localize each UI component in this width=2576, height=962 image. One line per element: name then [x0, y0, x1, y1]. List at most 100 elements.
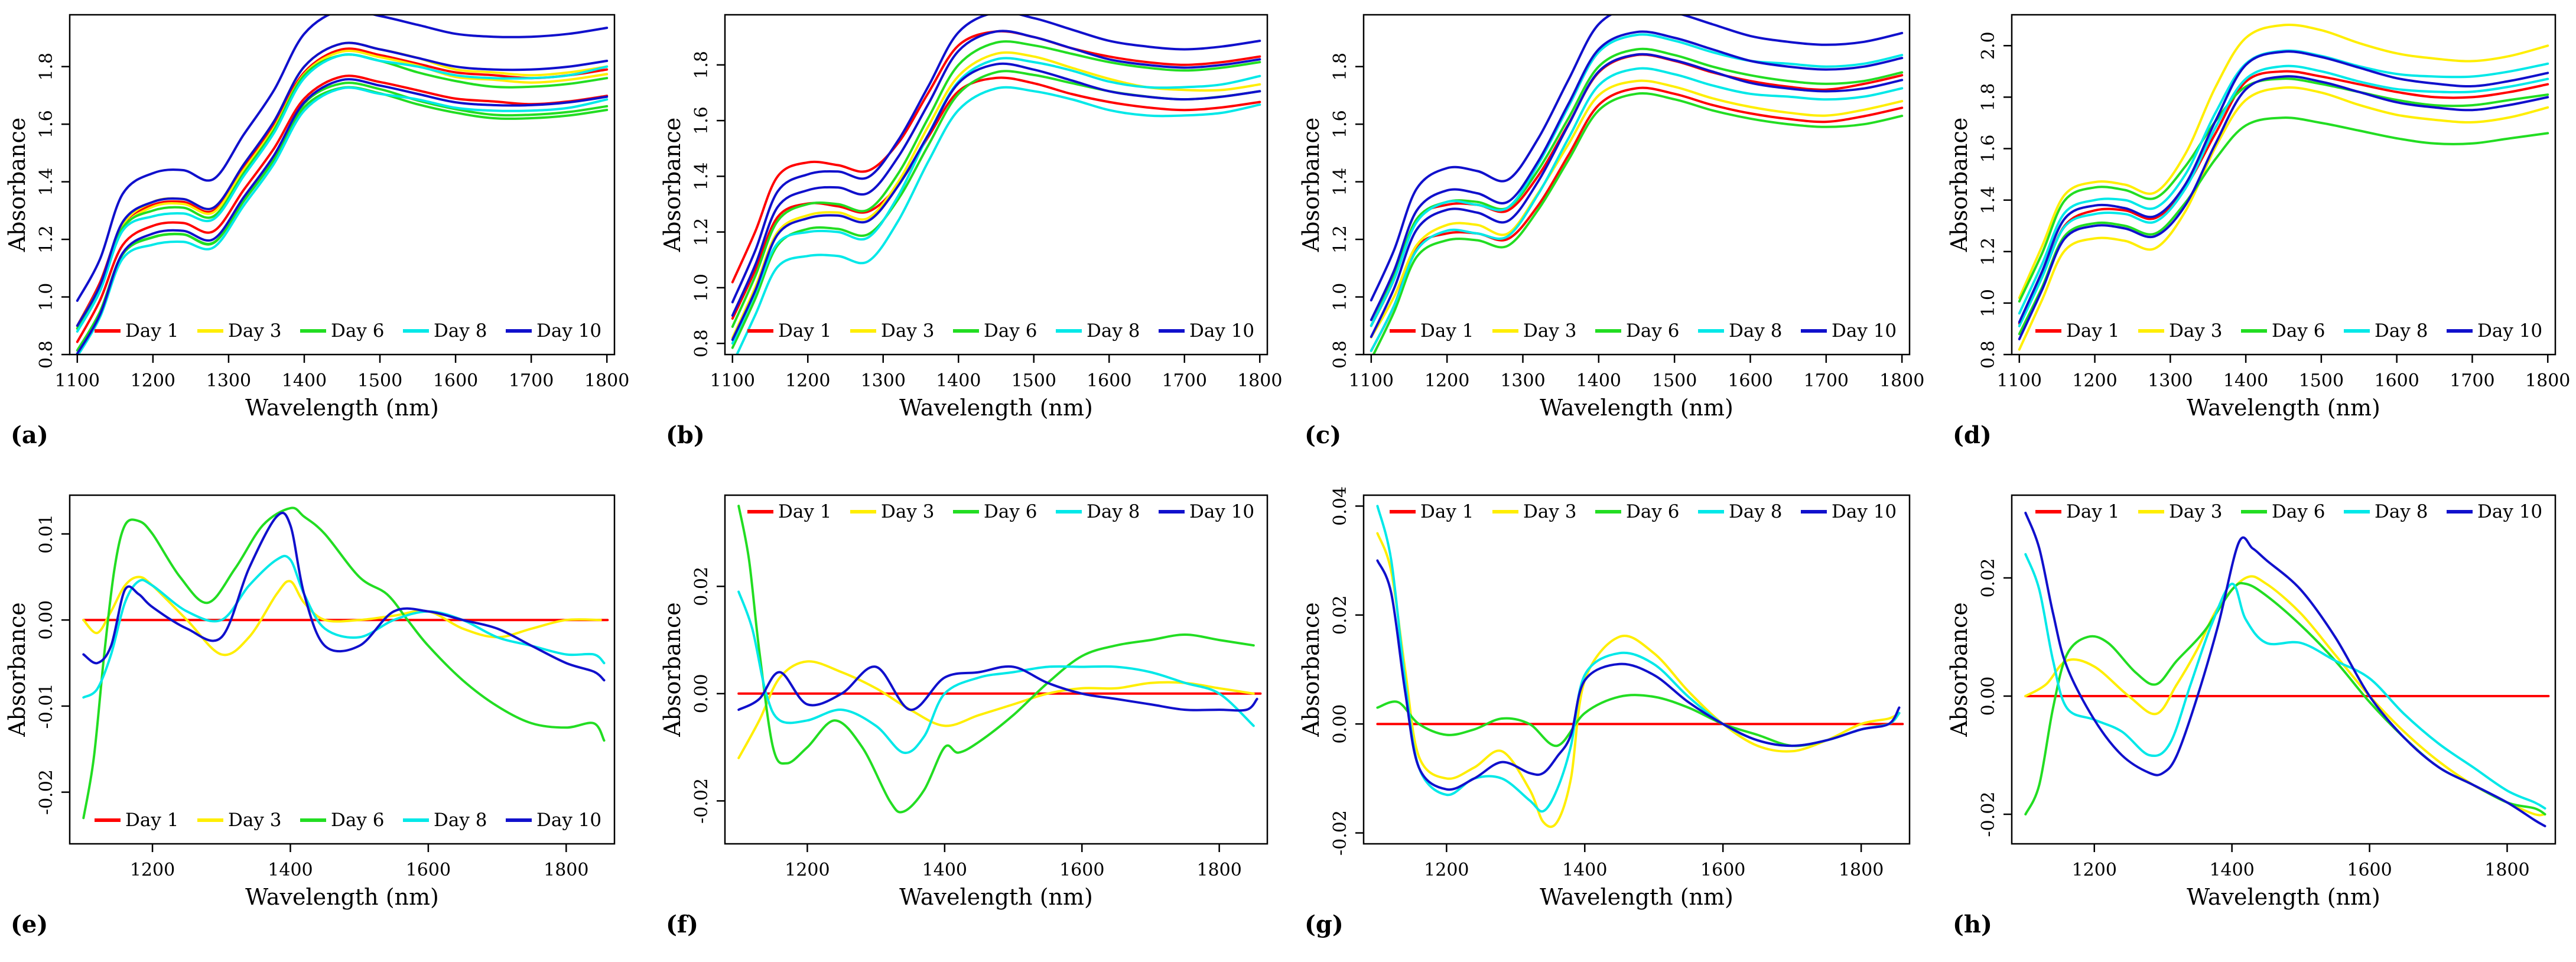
- panel-g: 1200 1400 1600 1800 -0.02 0.00 0.02 0.04 Wavelen…: [1298, 486, 1911, 938]
- panel-label: (h): [1953, 911, 1992, 938]
- y-axis-label: Absorbance: [4, 602, 30, 737]
- x-tick-label: 1300: [1500, 370, 1545, 391]
- y-tick-label: -0.02: [691, 778, 712, 824]
- y-tick-label: 1.0: [36, 283, 57, 311]
- series-line-day-8: [82, 554, 606, 699]
- x-tick-label: 1200: [131, 370, 175, 391]
- legend-label: Day 3: [228, 810, 281, 831]
- x-tick-label: 1800: [2484, 860, 2529, 880]
- y-tick-label: 1.8: [691, 51, 712, 79]
- x-axis-label: Wavelength (nm): [899, 884, 1093, 910]
- x-tick-label: 1700: [1804, 370, 1849, 391]
- x-tick-label: 1400: [936, 370, 981, 391]
- panel-e: 1200 1400 1600 1800 -0.02 -0.01 0.00 0.01 Wavele…: [4, 494, 616, 938]
- series-line-day-10: [1376, 559, 1901, 791]
- legend-label: Day 6: [331, 320, 384, 342]
- series-line-day-3-1: [76, 50, 609, 330]
- x-tick-label: 1100: [1349, 370, 1394, 391]
- series-line-day-1: [2018, 70, 2549, 325]
- x-axis-label: Wavelength (nm): [1540, 884, 1733, 910]
- x-tick-label: 1800: [1237, 370, 1282, 391]
- x-tick-label: 1400: [2209, 860, 2254, 880]
- series-line-day-10: [2024, 512, 2546, 827]
- y-tick-label: 1.2: [1330, 225, 1351, 254]
- x-tick-label: 1200: [1424, 370, 1469, 391]
- y-tick-label: 0.00: [691, 674, 712, 713]
- y-tick-label: 1.0: [691, 274, 712, 302]
- series-line-day-8-1: [77, 86, 609, 355]
- y-tick-label: 1.0: [1978, 289, 1999, 317]
- series-line-day-6: [2024, 581, 2546, 815]
- x-axis-label: Wavelength (nm): [2187, 884, 2380, 910]
- x-tick-label: 1200: [2072, 370, 2117, 391]
- y-tick-label: 0.8: [1978, 340, 1999, 369]
- y-tick-label: -0.01: [36, 683, 57, 729]
- series-line-day-3-1: [2018, 86, 2549, 351]
- legend-label: Day 8: [1087, 501, 1140, 522]
- plot-frame: [2011, 494, 2557, 845]
- plot-frame: [1362, 14, 1911, 356]
- x-tick-label: 1200: [1424, 860, 1469, 880]
- series-line-day-10: [737, 665, 1258, 712]
- legend-label: Day 10: [536, 810, 601, 831]
- series-line-day-3: [737, 660, 1255, 759]
- panel-f: 1200 1400 1600 1800 -0.02 0.00 0.02 Wavelength …: [659, 494, 1269, 938]
- y-tick-label: 0.01: [36, 514, 57, 554]
- panel-label: (c): [1305, 421, 1341, 449]
- series-line-day-10: [1370, 30, 1904, 321]
- series-group: [1376, 505, 1904, 828]
- legend-label: Day 1: [778, 320, 831, 342]
- series-line-day-10-1: [76, 15, 609, 302]
- x-tick-label: 1100: [55, 370, 100, 391]
- series-line-day-1: [76, 47, 609, 327]
- y-tick-label: 0.02: [691, 567, 712, 606]
- x-tick-label: 1800: [1839, 860, 1884, 880]
- y-tick-label: 0.8: [1330, 340, 1351, 369]
- x-tick-label: 1300: [206, 370, 251, 391]
- plot-frame: [69, 14, 616, 356]
- x-tick-label: 1400: [268, 860, 313, 880]
- x-tick-label: 1600: [1059, 860, 1104, 880]
- series-line-day-3: [76, 41, 609, 327]
- series-line-day-1: [731, 30, 1261, 284]
- y-tick-label: -0.02: [1978, 792, 1999, 837]
- y-axis-label: Absorbance: [1298, 118, 1324, 253]
- y-tick-label: 1.8: [1978, 83, 1999, 112]
- series-line-day-3: [2018, 23, 2549, 300]
- series-line-day-8: [731, 57, 1261, 345]
- y-tick-label: 1.4: [1978, 186, 1999, 214]
- x-tick-label: 1500: [1011, 370, 1056, 391]
- y-tick-label: 1.2: [36, 225, 57, 254]
- legend-label: Day 1: [778, 501, 831, 522]
- legend: Day 1 Day 3 Day 6 Day 8 Day 10: [747, 320, 1254, 342]
- legend-label: Day 8: [1729, 501, 1782, 522]
- y-tick-label: 2.0: [1978, 31, 1999, 60]
- legend-label: Day 1: [125, 810, 178, 831]
- series-group: [2024, 512, 2550, 827]
- x-tick-label: 1500: [1652, 370, 1697, 391]
- series-line-day-8: [2024, 553, 2546, 810]
- series-group: [82, 506, 609, 820]
- y-tick-label: -0.02: [1330, 810, 1351, 856]
- x-axis-label: Wavelength (nm): [2187, 395, 2380, 421]
- series-line-day-8: [1370, 33, 1904, 327]
- y-tick-label: 1.2: [691, 218, 712, 246]
- legend: Day 1 Day 3 Day 6 Day 8 Day 10: [1390, 501, 1897, 522]
- series-line-day-6-1: [731, 70, 1261, 349]
- legend-label: Day 3: [2169, 501, 2222, 522]
- y-tick-label: 1.4: [36, 168, 57, 196]
- y-axis-label: Absorbance: [1946, 602, 1972, 737]
- series-line-day-3: [1376, 532, 1901, 828]
- legend-label: Day 8: [1729, 320, 1782, 342]
- legend-label: Day 6: [1626, 501, 1679, 522]
- legend-label: Day 8: [1087, 320, 1140, 342]
- legend-label: Day 6: [1626, 320, 1679, 342]
- x-tick-label: 1600: [1728, 370, 1772, 391]
- series-line-day-6: [76, 53, 609, 330]
- series-line-day-10-2: [1370, 53, 1904, 338]
- series-line-day-8-1: [736, 86, 1261, 355]
- series-line-day-10-2: [731, 62, 1261, 341]
- series-line-day-10-1: [1370, 15, 1904, 302]
- y-tick-label: -0.02: [36, 769, 57, 815]
- y-tick-label: 1.6: [1330, 110, 1351, 138]
